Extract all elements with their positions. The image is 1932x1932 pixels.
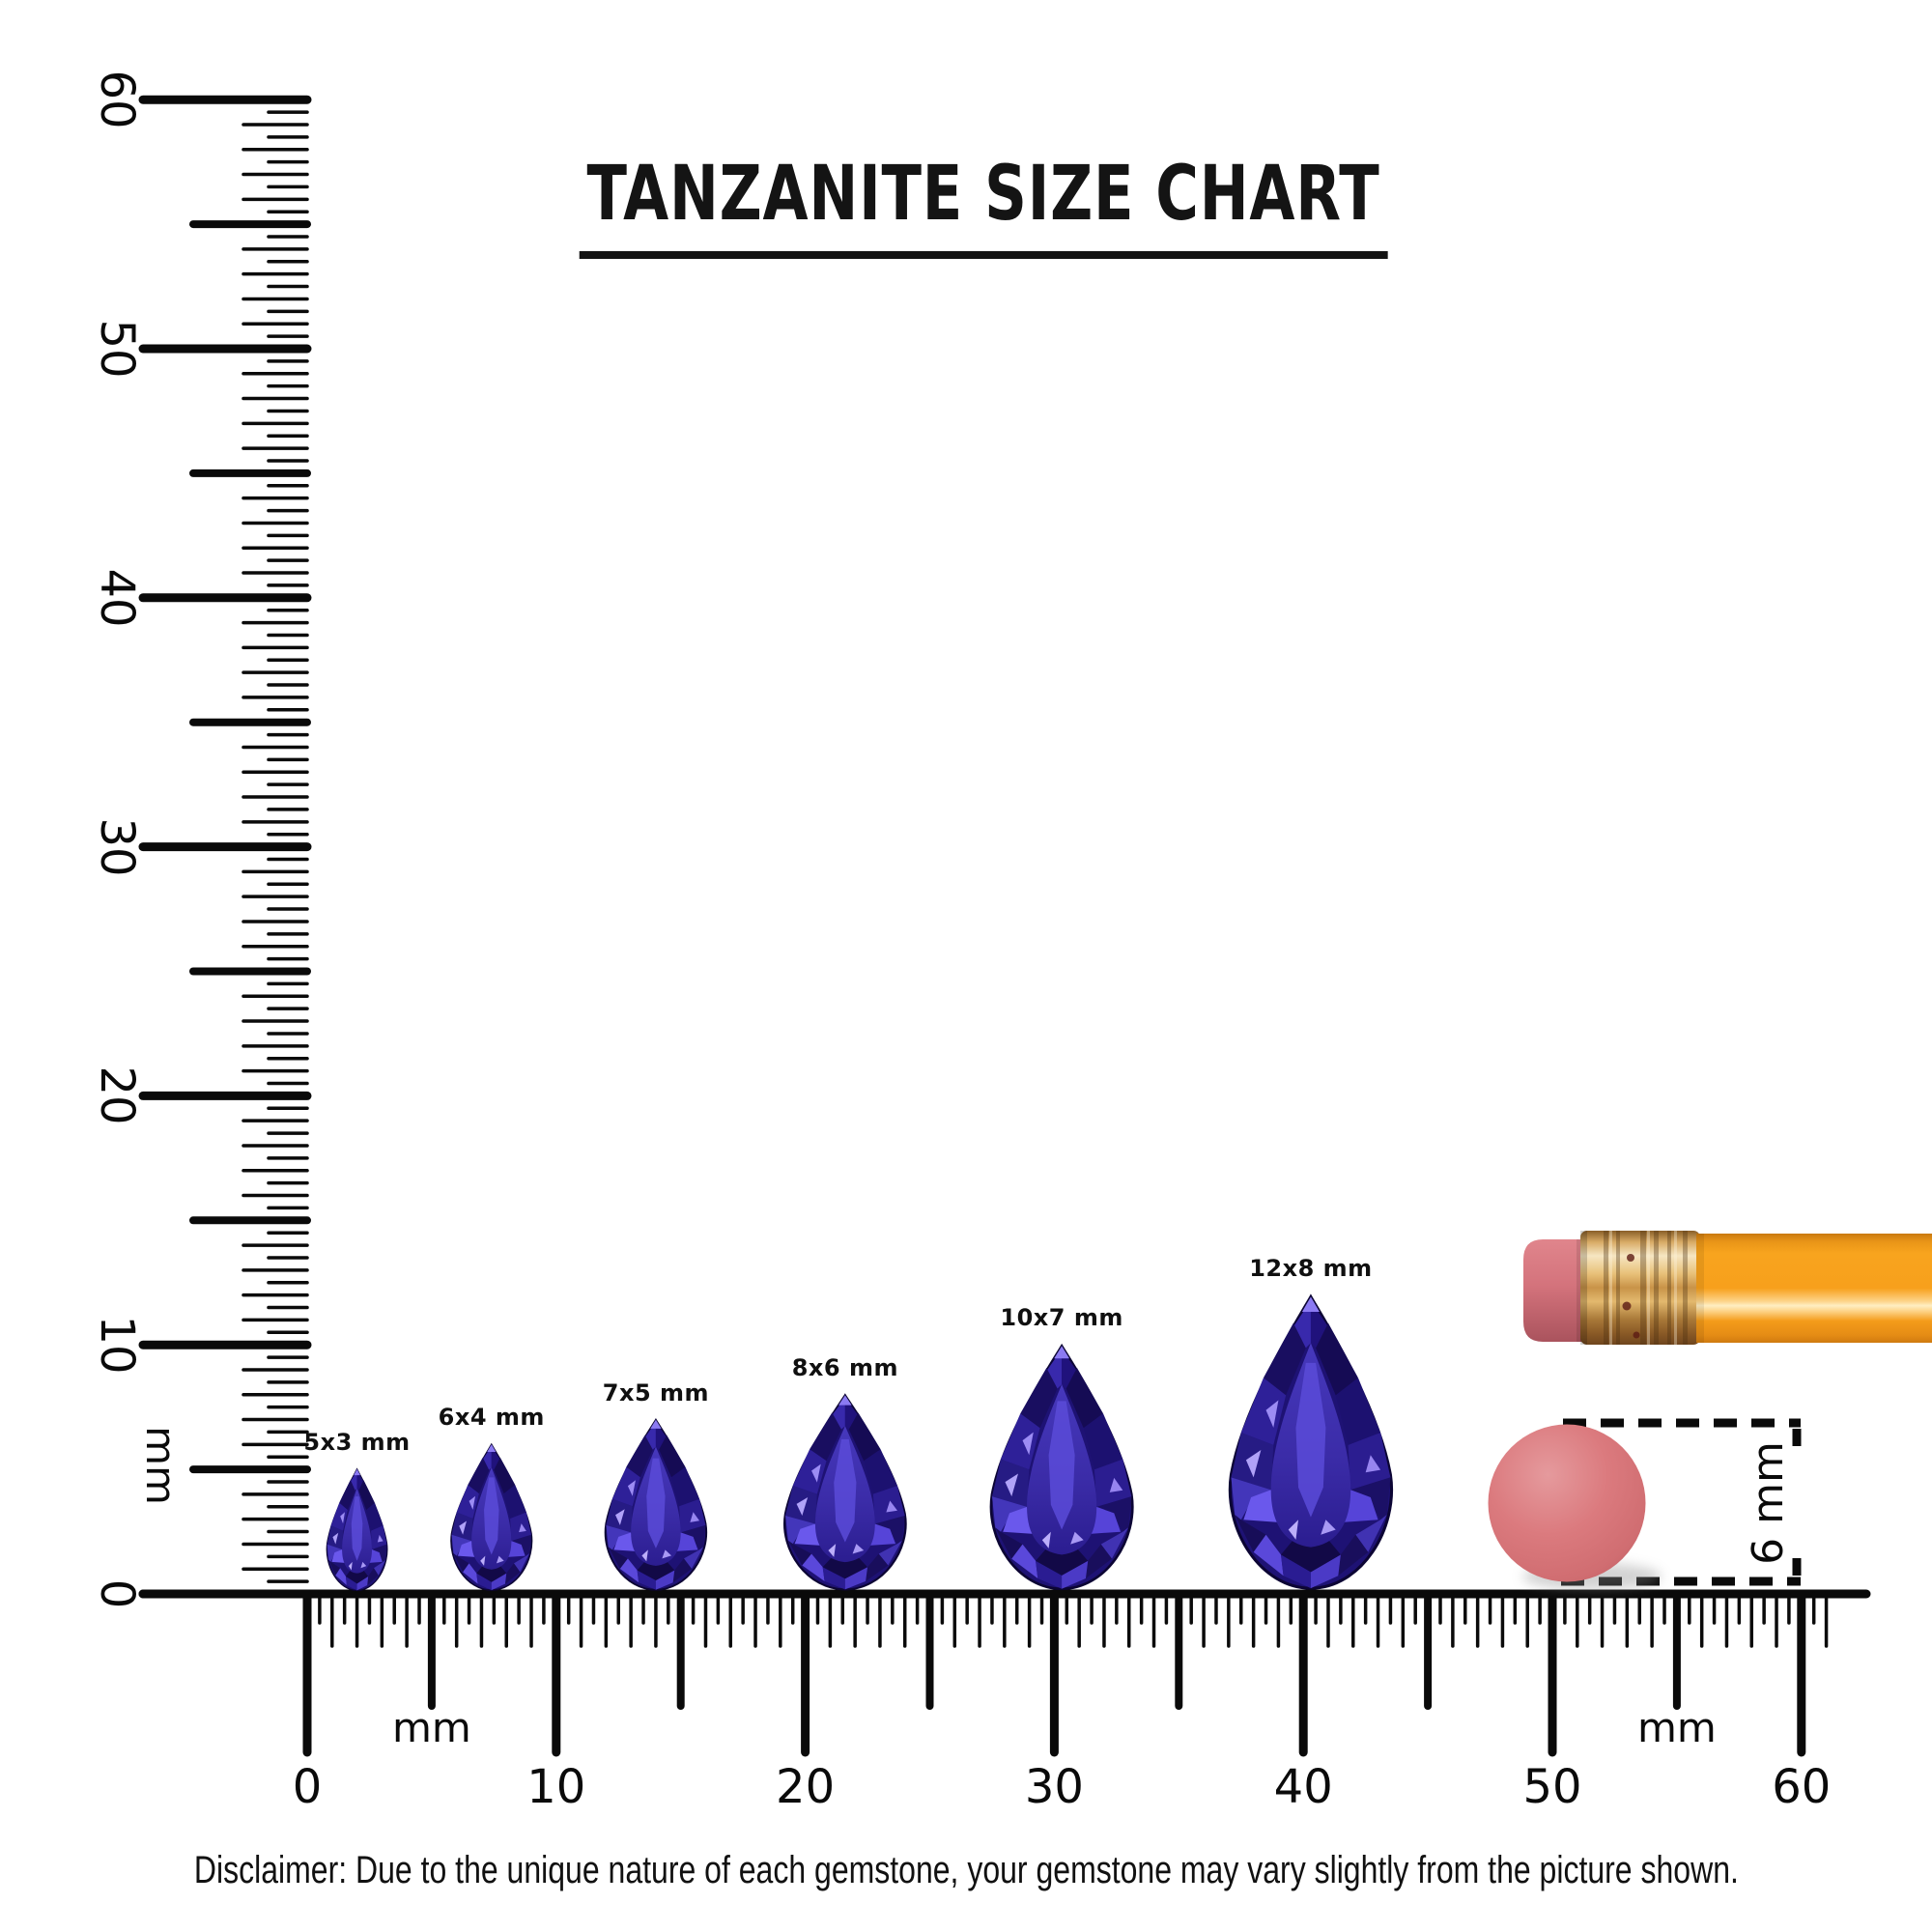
gem-6x4mm	[450, 1443, 533, 1591]
gem-7x5mm	[604, 1418, 708, 1591]
gem-size-label: 7x5 mm	[602, 1378, 710, 1406]
gem-8x6mm	[782, 1394, 907, 1591]
pencil-body	[1696, 1234, 1932, 1343]
gem-size-label: 5x3 mm	[303, 1429, 411, 1457]
gem-size-label: 8x6 mm	[791, 1353, 898, 1381]
gem-5x3mm	[326, 1468, 388, 1592]
horizontal-ruler-number: 0	[292, 1760, 323, 1814]
horizontal-ruler-number: 40	[1273, 1760, 1333, 1814]
gem-12x8mm	[1228, 1294, 1394, 1590]
horizontal-ruler-unit-label: mm	[391, 1704, 471, 1751]
gem-size-label: 10x7 mm	[1000, 1304, 1123, 1332]
horizontal-ruler	[302, 1589, 1829, 1757]
gem-size-label: 12x8 mm	[1249, 1254, 1373, 1282]
pencil	[1523, 1231, 1932, 1345]
vertical-ruler-number: 50	[90, 319, 144, 379]
vertical-ruler-number: 30	[90, 817, 144, 877]
page-title: TANZANITE SIZE CHART	[466, 151, 1502, 259]
vertical-ruler-number: 40	[90, 568, 144, 628]
vertical-ruler-number: 10	[90, 1315, 144, 1375]
page-title-text: TANZANITE SIZE CHART	[579, 151, 1388, 259]
vertical-ruler-number: 0	[90, 1578, 144, 1609]
vertical-ruler-unit-label: mm	[137, 1426, 185, 1505]
horizontal-ruler-number: 20	[776, 1760, 836, 1814]
horizontal-ruler-number: 30	[1024, 1760, 1084, 1814]
measurement-label: 6 mm	[1744, 1441, 1793, 1565]
gem-size-label: 6x4 mm	[438, 1404, 545, 1432]
disclaimer: Disclaimer: Due to the unique nature of …	[0, 1849, 1932, 1892]
gem-10x7mm	[989, 1345, 1134, 1591]
disclaimer-text: Disclaimer: Due to the unique nature of …	[193, 1849, 1739, 1891]
horizontal-ruler-number: 10	[526, 1760, 586, 1814]
vertical-ruler-number: 20	[90, 1065, 144, 1125]
horizontal-ruler-number: 60	[1772, 1760, 1832, 1814]
pencil-ferrule	[1580, 1231, 1700, 1345]
horizontal-ruler-unit-label: mm	[1636, 1704, 1717, 1751]
vertical-ruler-number: 60	[90, 70, 144, 129]
vertical-ruler	[138, 95, 312, 1599]
pencil-eraser	[1523, 1239, 1586, 1342]
gem-row	[326, 1294, 1394, 1592]
horizontal-ruler-number: 50	[1522, 1760, 1582, 1814]
round-eraser	[1488, 1424, 1662, 1590]
